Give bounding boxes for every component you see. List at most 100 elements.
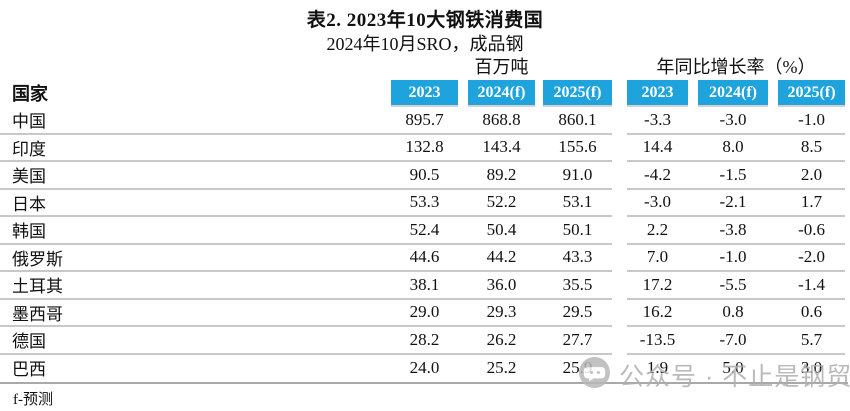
column-gap <box>768 326 779 355</box>
country-cell: 德国 <box>0 326 391 355</box>
year-header: 2024(f) <box>468 80 535 107</box>
column-gap <box>688 326 699 355</box>
column-gap <box>458 243 468 272</box>
country-cell: 日本 <box>0 188 391 217</box>
value-cell: 0.8 <box>698 298 769 327</box>
column-gap <box>688 161 699 190</box>
value-cell: 8.5 <box>778 133 846 162</box>
value-cell: 2.0 <box>778 161 846 190</box>
group-header-spacer <box>0 52 391 80</box>
value-cell: 89.2 <box>468 161 535 190</box>
value-cell: 5.7 <box>778 326 846 355</box>
column-gap <box>535 354 543 382</box>
column-gap <box>768 106 779 135</box>
table-row: 墨西哥 29.0 29.3 29.5 16.2 0.8 0.6 <box>0 298 846 327</box>
value-cell: -4.2 <box>627 161 689 190</box>
value-cell: 53.3 <box>391 188 458 217</box>
column-gap <box>458 188 468 217</box>
value-cell: 44.6 <box>391 243 458 272</box>
column-gap <box>535 106 543 135</box>
value-cell: 28.2 <box>391 326 458 355</box>
table-row: 韩国 52.4 50.4 50.1 2.2 -3.8 -0.6 <box>0 216 846 245</box>
value-cell: -13.5 <box>627 326 689 355</box>
group-gap <box>612 134 627 162</box>
year-header-row: 国家 2023 2024(f) 2025(f) 2023 2024(f) 202… <box>0 80 846 107</box>
table-row: 中国 895.7 868.8 860.1 -3.3 -3.0 -1.0 <box>0 106 846 135</box>
group-gap <box>612 216 627 244</box>
group-gap <box>612 189 627 217</box>
column-gap <box>535 188 543 217</box>
column-gap <box>768 188 779 217</box>
year-header: 2024(f) <box>698 80 769 107</box>
column-gap <box>458 133 468 162</box>
table-row: 日本 53.3 52.2 53.1 -3.0 -2.1 1.7 <box>0 188 846 217</box>
column-gap <box>768 216 779 245</box>
column-gap <box>458 354 468 382</box>
column-gap <box>688 188 699 217</box>
value-cell: 1.9 <box>646 357 669 377</box>
value-cell: -1.5 <box>698 161 769 190</box>
table-footnote: f-预测 <box>13 392 53 408</box>
country-cell: 中国 <box>0 106 391 135</box>
value-cell: 43.3 <box>543 243 613 272</box>
year-header: 2023 <box>627 80 689 107</box>
column-gap <box>688 106 699 135</box>
value-cell: -3.0 <box>698 106 769 135</box>
column-gap <box>458 106 468 135</box>
country-cell: 印度 <box>0 133 391 162</box>
value-cell: 16.2 <box>627 298 689 327</box>
country-cell: 俄罗斯 <box>0 243 391 272</box>
value-cell: 155.6 <box>543 133 613 162</box>
column-gap <box>688 80 698 106</box>
year-header: 2023 <box>391 80 458 107</box>
group-gap <box>612 354 627 382</box>
column-gap <box>768 161 779 190</box>
column-gap <box>768 80 778 106</box>
table-row: 印度 132.8 143.4 155.6 14.4 8.0 8.5 <box>0 133 846 162</box>
value-cell: 17.2 <box>627 271 689 300</box>
value-cell: 895.7 <box>391 106 458 135</box>
column-gap <box>458 161 468 190</box>
value-cell: 91.0 <box>543 161 613 190</box>
value-cell: 25.9 <box>562 357 593 377</box>
value-cell: 44.2 <box>468 243 535 272</box>
value-cell: -2.1 <box>698 188 769 217</box>
value-cell: 53.1 <box>543 188 613 217</box>
value-cell: 29.5 <box>543 298 613 327</box>
column-gap <box>688 354 698 382</box>
value-cell: -1.0 <box>698 243 769 272</box>
column-gap <box>688 243 699 272</box>
table-bottom-rule <box>0 382 848 384</box>
column-gap <box>535 298 543 327</box>
value-cell: -1.4 <box>778 271 846 300</box>
value-cell: 29.3 <box>468 298 535 327</box>
table-row: 巴西 24.0 25.2 25.9 1.9 5.0 3.0 <box>0 354 845 382</box>
group-gap <box>612 106 627 134</box>
value-cell: 27.7 <box>543 326 613 355</box>
table-row: 德国 28.2 26.2 27.7 -13.5 -7.0 5.7 <box>0 326 846 355</box>
year-header: 2025(f) <box>778 80 846 107</box>
column-gap <box>535 80 543 106</box>
column-gap <box>688 298 699 327</box>
column-gap <box>535 243 543 272</box>
value-cell: 868.8 <box>468 106 535 135</box>
group-gap <box>612 244 627 272</box>
value-cell: 7.0 <box>627 243 689 272</box>
column-gap <box>535 161 543 190</box>
group-header-tonnage: 百万吨 <box>474 57 529 77</box>
value-cell: 29.0 <box>391 298 458 327</box>
column-gap <box>535 326 543 355</box>
value-cell: -1.0 <box>778 106 846 135</box>
value-cell: -3.3 <box>627 106 689 135</box>
country-cell: 土耳其 <box>0 271 391 300</box>
column-gap <box>535 216 543 245</box>
column-gap <box>688 133 699 162</box>
table-row: 土耳其 38.1 36.0 35.5 17.2 -5.5 -1.4 <box>0 271 846 300</box>
value-cell: 25.2 <box>486 357 517 377</box>
page-subtitle: 2024年10月SRO，成品钢 <box>326 34 524 54</box>
column-gap <box>768 133 779 162</box>
value-cell: 90.5 <box>391 161 458 190</box>
value-cell: 2.2 <box>627 216 689 245</box>
value-cell: 36.0 <box>468 271 535 300</box>
